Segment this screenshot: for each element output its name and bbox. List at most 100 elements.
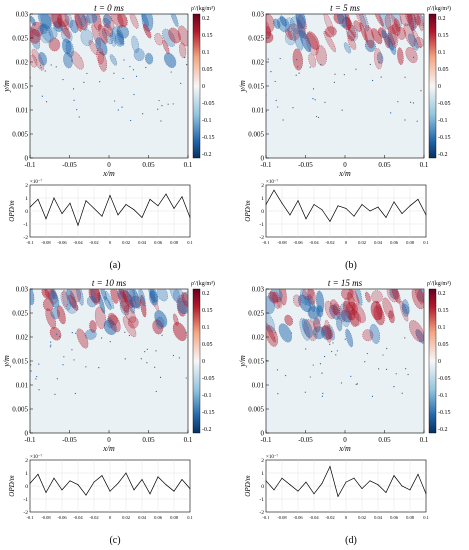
colorbar-label: ρ'/(kg/m³) — [427, 280, 451, 287]
contour-blob — [266, 31, 274, 44]
opd-x-tick-label: 0.06 — [154, 240, 163, 245]
colorbar — [428, 288, 437, 434]
contour-blob — [308, 53, 316, 68]
opd-data-point — [377, 206, 379, 208]
contour-blob — [132, 289, 140, 309]
opd-x-tick-label: 0.04 — [138, 240, 147, 245]
contour-blob — [96, 47, 104, 65]
contour-blob — [88, 289, 101, 304]
contour-dot — [276, 369, 279, 371]
contour-dot — [333, 81, 335, 83]
contour-dot — [30, 77, 31, 79]
x-tick-label: 0.1 — [420, 436, 429, 444]
contour-dot — [416, 120, 418, 122]
contour-blob — [102, 28, 113, 45]
contour-blob — [365, 39, 376, 52]
opd-x-tick-label: -0.06 — [293, 240, 303, 245]
contour-dot — [267, 58, 269, 60]
contour-blob — [374, 14, 384, 27]
opd-data-point — [69, 202, 71, 204]
contour-blob — [323, 30, 336, 53]
contour-blob — [329, 304, 341, 320]
contour-blob — [70, 51, 84, 70]
contour-blob — [131, 35, 140, 53]
opd-data-point — [37, 198, 39, 200]
colorbar-tick-label: -0.2 — [202, 427, 212, 433]
opd-data-point — [289, 484, 291, 486]
contour-dot — [314, 333, 316, 335]
contour-dot — [56, 333, 58, 335]
contour-blob — [307, 294, 316, 313]
contour-blob — [60, 291, 71, 311]
contour-blob — [349, 309, 360, 327]
contour-blob — [346, 30, 355, 42]
contour-blob — [266, 311, 275, 333]
contour-blob — [369, 323, 380, 344]
y-tick-label: 0.03 — [16, 11, 29, 19]
opd-data-point — [165, 484, 167, 486]
contour-dot — [49, 346, 52, 348]
contour-blob — [41, 289, 50, 299]
contour-blob — [384, 35, 391, 49]
opd-y-tick-label: -1 — [259, 222, 264, 228]
colorbar-tick-label: -0.1 — [202, 118, 212, 124]
opd-data-point — [173, 490, 175, 492]
contour-dot — [324, 101, 326, 103]
contour-dot — [386, 347, 388, 350]
contour-dot — [124, 358, 126, 360]
contour-dot — [170, 71, 172, 73]
contour-dot — [329, 343, 331, 346]
contour-blob — [299, 30, 312, 53]
opd-y-tick-label: 0 — [25, 484, 28, 490]
contour-blob — [388, 310, 395, 324]
opd-data-point — [273, 489, 275, 491]
contour-dot — [371, 395, 374, 397]
opd-data-point — [101, 215, 103, 217]
contour-dot — [132, 69, 135, 71]
contour-dot — [356, 383, 358, 385]
opd-data-point — [401, 213, 403, 215]
contour-dot — [405, 368, 407, 370]
contour-blob — [103, 296, 112, 311]
contour-blob — [86, 295, 97, 308]
opd-data-point — [133, 489, 135, 491]
contour-blob — [38, 52, 47, 66]
contour-blob — [285, 28, 293, 41]
contour-dot — [85, 366, 87, 368]
contour-blob — [122, 316, 137, 338]
y-axis-label: y/m — [2, 80, 11, 93]
opd-exponent: ×10⁻⁷ — [30, 179, 42, 185]
contour-dot — [397, 101, 399, 103]
contour-dot — [275, 99, 277, 102]
contour-dot — [378, 368, 380, 370]
contour-blob — [61, 28, 73, 43]
contour-dot — [309, 376, 311, 378]
contour-blob — [170, 14, 179, 28]
colorbar-tick-label: -0.2 — [202, 152, 212, 158]
opd-exponent: ×10⁻⁷ — [30, 454, 42, 460]
contour-blob — [417, 14, 424, 32]
contour-dot — [266, 94, 267, 96]
x-tick-label: -0.1 — [24, 161, 36, 169]
contour-blob — [307, 306, 320, 319]
opd-data-point — [297, 490, 299, 492]
colorbar-tick-label: 0.2 — [202, 16, 210, 22]
contour-blob — [89, 320, 97, 333]
contour-blob — [333, 14, 345, 25]
contour-dot — [292, 107, 294, 109]
contour-dot — [142, 113, 144, 115]
contour-blob — [382, 297, 394, 319]
contour-blob — [127, 316, 139, 329]
contour-blob — [411, 289, 424, 310]
contour-blob — [123, 305, 136, 323]
colorbar — [428, 13, 437, 159]
opd-x-tick-label: -0.02 — [325, 515, 334, 520]
contour-blob — [162, 39, 170, 54]
contour-blob — [126, 289, 140, 309]
contour-dot — [404, 337, 406, 339]
contour-blob — [277, 296, 283, 309]
opd-y-tick-label: 2 — [261, 183, 264, 189]
y-tick-label: 0.01 — [16, 107, 29, 115]
opd-data-point — [345, 208, 347, 209]
contour-blob — [156, 289, 168, 302]
